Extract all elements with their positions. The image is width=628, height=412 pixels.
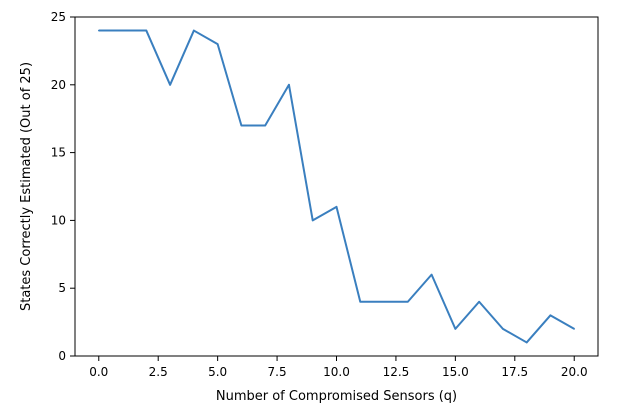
data-point [240, 124, 243, 127]
x-axis-title: Number of Compromised Sensors (q) [216, 389, 457, 404]
y-tick-label: 15 [51, 146, 66, 160]
x-tick-label: 20.0 [561, 365, 588, 379]
data-point [502, 328, 504, 330]
data-point [478, 300, 480, 303]
y-axis-ticks: 0 5 10 15 20 25 [51, 10, 75, 363]
series-line [98, 29, 575, 344]
data-point [407, 300, 409, 303]
y-tick-label: 20 [51, 78, 66, 92]
data-point [359, 300, 362, 303]
data-point [383, 300, 385, 303]
x-tick-label: 12.5 [383, 365, 410, 379]
series-layer [97, 29, 576, 344]
x-tick-label: 0.0 [89, 365, 108, 379]
data-point [288, 84, 290, 86]
x-tick-label: 2.5 [149, 365, 168, 379]
x-axis-ticks: 0.0 2.5 5.0 7.5 10.0 12.5 15.0 17.5 20.0 [89, 356, 588, 379]
data-point [216, 43, 219, 45]
y-axis-title: States Correctly Estimated (Out of 25) [19, 62, 34, 311]
data-point [97, 29, 100, 32]
x-tick-label: 7.5 [268, 365, 287, 379]
data-point [454, 328, 457, 330]
y-tick-label: 5 [58, 281, 66, 295]
data-point [264, 124, 266, 127]
x-tick-label: 5.0 [208, 365, 227, 379]
data-point [549, 314, 552, 317]
y-tick-label: 10 [51, 213, 66, 227]
data-point [311, 219, 314, 222]
data-point [525, 341, 528, 344]
data-point [169, 84, 171, 86]
plot-frame [74, 16, 599, 357]
x-tick-label: 10.0 [323, 365, 350, 379]
data-point [121, 29, 124, 32]
x-tick-label: 17.5 [501, 365, 528, 379]
data-point [193, 29, 195, 32]
y-tick-label: 0 [58, 349, 66, 363]
data-point [430, 273, 433, 276]
data-point [335, 206, 338, 208]
data-point [145, 29, 148, 32]
x-tick-label: 15.0 [442, 365, 469, 379]
data-point [573, 328, 576, 330]
y-tick-label: 25 [51, 10, 66, 24]
